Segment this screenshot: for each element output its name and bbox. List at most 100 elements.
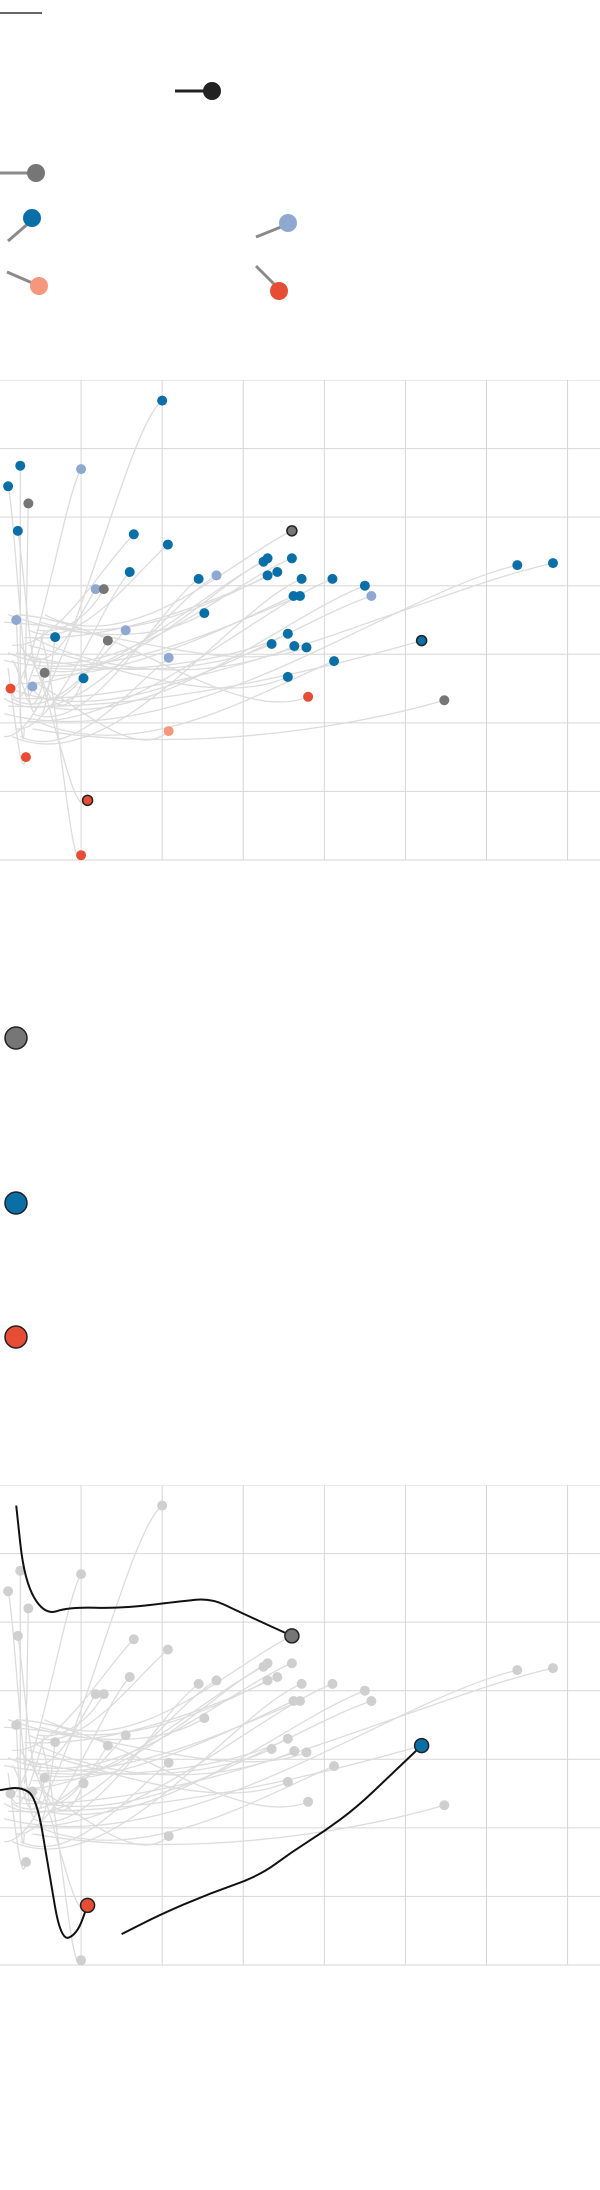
- legend-gray-pin: [0, 164, 45, 182]
- chart1-point-39: [27, 681, 38, 692]
- chart1-point-20: [366, 591, 377, 601]
- chart1-trail-16: [40, 574, 268, 631]
- chart1-trail-12: [20, 561, 264, 684]
- legend-blue-pin: [7, 209, 41, 243]
- chart2-point-40: [282, 1776, 293, 1787]
- chart1-point-31: [266, 639, 277, 649]
- chart1-trail-29: [27, 640, 109, 701]
- chart1-point-35: [329, 656, 340, 667]
- chart2-points: [3, 1500, 558, 1966]
- chart1-point-48: [81, 794, 94, 807]
- chart1-point-0: [157, 395, 168, 406]
- chart1-point-8: [286, 525, 298, 537]
- chart2-trail-12: [20, 1666, 264, 1789]
- chart2-trail-2: [7, 1591, 38, 1818]
- chart2-point-0: [157, 1500, 168, 1511]
- chart1-point-16: [262, 570, 273, 581]
- chart1-trail-6: [12, 533, 135, 646]
- scatter-chart: [0, 380, 600, 861]
- chart1-point-44: [512, 560, 523, 571]
- chart2-trails: [3, 1505, 554, 1964]
- chart2-point-10: [193, 1678, 204, 1689]
- chart1-trail-13: [36, 557, 268, 673]
- chart2-point-23: [90, 1689, 101, 1700]
- chart2-point-4: [23, 1603, 34, 1614]
- legend-red-pin: [254, 264, 288, 300]
- chart1-point-26: [11, 615, 22, 625]
- chart1-trail-46: [36, 682, 170, 741]
- chart1-point-49: [76, 850, 87, 861]
- chart2-trail-41: [9, 1734, 46, 1805]
- chart1-point-30: [282, 628, 293, 639]
- chart1-grid: [0, 380, 600, 861]
- chart2-trail-42: [16, 1719, 309, 1808]
- chart1-trail-30: [44, 633, 289, 670]
- chart2-trail-16: [40, 1679, 268, 1736]
- chart1-point-19: [359, 580, 370, 591]
- chart1-trails: [3, 400, 554, 859]
- chart1-point-43: [439, 695, 450, 706]
- chart1-point-45: [547, 558, 558, 569]
- chart2-point-20: [366, 1696, 377, 1706]
- chart2-point-28: [120, 1730, 131, 1741]
- chart2-point-47: [20, 1857, 31, 1868]
- chart1-trail-25: [7, 612, 205, 636]
- chart2-trail-30: [44, 1738, 289, 1775]
- chart2-trail-29: [27, 1745, 109, 1806]
- chart1-point-47: [20, 752, 31, 763]
- chart1-point-11: [211, 570, 222, 581]
- chart2-point-15: [272, 1672, 283, 1682]
- blue-dot-key: [4, 1191, 28, 1215]
- chart2-series-end-0: [284, 1628, 300, 1644]
- chart1-trail-37: [23, 672, 46, 705]
- chart2-point-26: [11, 1720, 22, 1730]
- chart2-point-37: [39, 1772, 50, 1783]
- chart1-point-23: [90, 584, 101, 595]
- chart2-trail-20: [15, 1700, 372, 1807]
- chart2-point-27: [50, 1737, 61, 1748]
- chart1-trail-43: [32, 699, 445, 741]
- chart1-trail-14: [7, 557, 293, 665]
- chart1-point-28: [120, 625, 131, 636]
- chart2-trail-6: [12, 1638, 135, 1751]
- chart1-trail-39: [11, 659, 34, 697]
- chart2-point-17: [296, 1678, 307, 1689]
- chart2-trail-34: [19, 1762, 170, 1848]
- chart1-point-37: [39, 667, 50, 678]
- chart1-trail-36: [8, 639, 422, 708]
- chart2-point-46: [163, 1831, 174, 1842]
- chart2-trail-37: [23, 1777, 46, 1810]
- chart2-trail-35: [36, 1765, 335, 1841]
- chart2-point-49: [76, 1955, 87, 1966]
- chart1-point-14: [286, 553, 297, 564]
- chart1-point-25: [199, 608, 210, 619]
- chart1-point-18: [327, 573, 338, 584]
- chart2-trail-40: [28, 1749, 289, 1794]
- chart1-trail-33: [4, 621, 307, 658]
- chart1-point-41: [5, 683, 16, 694]
- legend-blue-dot: [23, 209, 41, 227]
- chart2-point-41: [5, 1788, 16, 1799]
- chart2-point-33: [301, 1747, 312, 1758]
- chart2-point-24: [98, 1689, 109, 1700]
- chart1-trail-5: [17, 530, 42, 670]
- chart1-trail-3: [7, 468, 82, 692]
- chart1-point-33: [301, 642, 312, 653]
- chart1-point-36: [415, 634, 428, 647]
- chart1-trail-42: [16, 614, 309, 703]
- chart2-point-30: [282, 1733, 293, 1744]
- chart2-point-5: [12, 1630, 23, 1641]
- chart2-series-line-2: [0, 1787, 89, 1939]
- chart2-highlighted-series: [0, 1505, 430, 1939]
- chart2-trail-25: [7, 1717, 205, 1741]
- chart2-trail-22: [3, 1700, 301, 1773]
- chart2-point-9: [124, 1672, 135, 1682]
- chart1-trail-24: [36, 588, 105, 632]
- chart2-point-2: [3, 1586, 14, 1597]
- chart1-point-5: [12, 525, 23, 536]
- chart2-trail-9: [16, 1676, 131, 1835]
- chart2-trail-33: [4, 1726, 307, 1763]
- chart2-trail-13: [36, 1662, 268, 1778]
- chart1-point-2: [3, 481, 14, 492]
- line-chart: [0, 1485, 600, 1966]
